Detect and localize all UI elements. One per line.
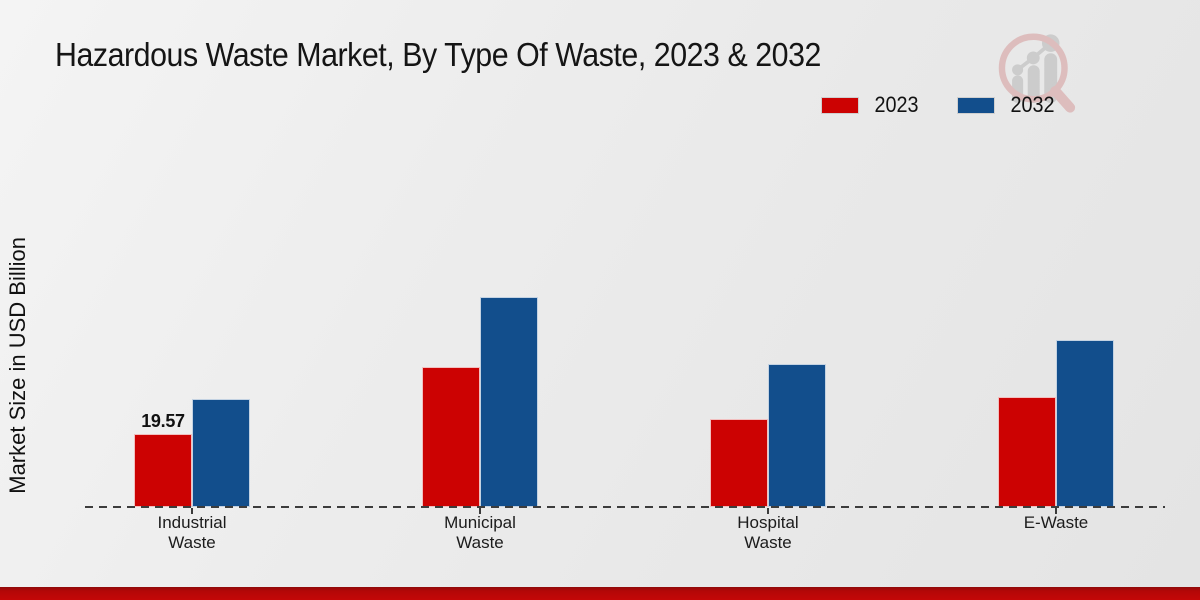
bar-2032-e-waste [1056,340,1114,507]
legend-item-2032: 2032 [957,92,1057,118]
bar-2032-industrial-waste [192,399,250,507]
legend-label-2023: 2023 [874,92,919,117]
x-axis-tick [1055,508,1057,514]
category-label-hospital-waste: Hospital Waste [737,513,799,552]
x-axis-tick [767,508,769,514]
bar-2023-industrial-waste [134,434,192,507]
bar-2032-municipal-waste [480,297,538,507]
legend-swatch-2023 [821,96,860,114]
magnifier-growth-chart-logo-icon [998,33,1076,113]
legend-swatch-2032 [957,96,996,114]
bar-2023-e-waste [998,397,1056,507]
legend-item-2023: 2023 [821,92,921,118]
bar-2032-hospital-waste [768,364,826,507]
footer-accent-bar [0,587,1200,600]
chart-legend: 2023 2032 [821,92,1057,118]
category-label-industrial-waste: Industrial Waste [157,513,227,552]
category-label-e-waste: E-Waste [1023,513,1089,532]
bar-2023-municipal-waste [422,367,480,507]
bar-2023-hospital-waste [710,419,768,507]
category-label-municipal-waste: Municipal Waste [444,513,516,552]
data-value-label: 19.57 [141,411,185,431]
x-axis-tick [479,508,481,514]
x-axis-tick [191,508,193,514]
chart-title: Hazardous Waste Market, By Type Of Waste… [55,36,821,73]
x-axis-baseline [85,506,1165,508]
legend-label-2032: 2032 [1010,92,1055,117]
